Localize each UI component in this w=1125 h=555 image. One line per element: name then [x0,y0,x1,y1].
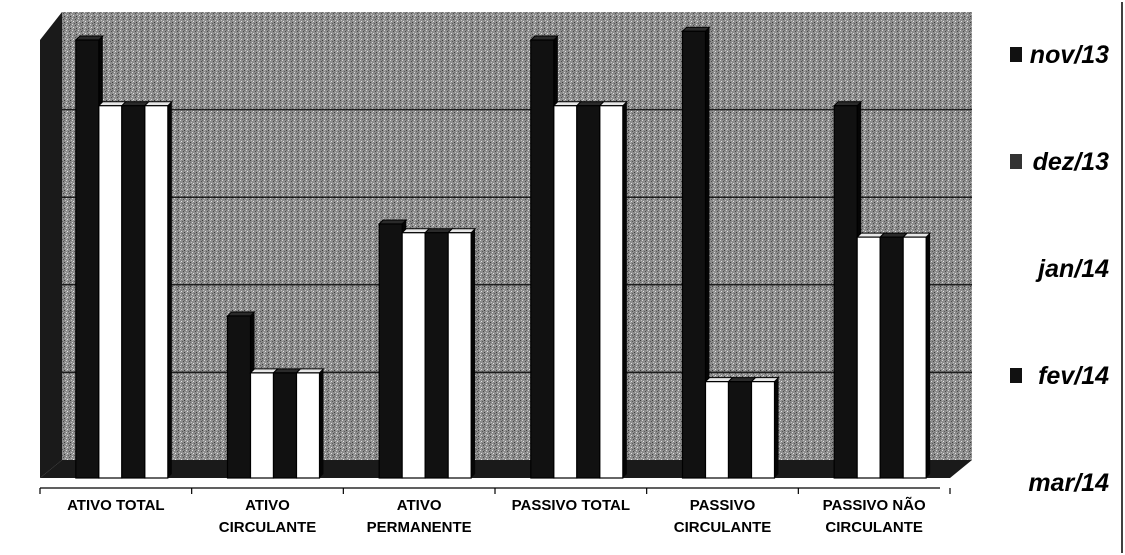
bar [879,236,904,479]
legend: nov/13 dez/13 jan/14 fev/14 mar/14 [1010,2,1123,553]
category-label: ATIVO CIRCULANTE [219,497,317,536]
bar [144,105,169,479]
legend-label: mar/14 [1028,469,1109,497]
bar [249,372,275,479]
category-label: ATIVO TOTAL [67,497,165,514]
category-label: ATIVO PERMANENTE [367,497,472,536]
bar-side [774,377,779,478]
bar [553,105,578,479]
category-label: PASSIVO CIRCULANTE [674,497,772,536]
bar [750,381,776,479]
legend-marker [1010,154,1022,169]
bar [378,223,403,479]
legend-label: dez/13 [1033,148,1110,176]
bar-side [622,101,627,478]
bar [75,39,100,479]
bar-top [226,311,256,317]
plot-background [40,12,972,478]
bar-side [926,233,931,478]
bar-side [167,101,172,478]
bar [530,39,555,479]
bar [447,232,472,479]
gridlines [62,108,972,374]
bar [272,372,298,479]
bar-side [319,368,324,478]
bar-side [471,228,476,478]
bar [833,105,858,479]
bar [295,372,321,479]
bar [856,236,881,479]
bar-top [295,368,325,374]
bar [576,105,601,479]
side-wall [40,12,62,478]
bar [226,315,252,479]
bar [599,105,624,479]
bars [74,26,932,479]
x-axis: ATIVO TOTAL ATIVO CIRCULANTE ATIVO PERMANENT… [39,487,951,536]
legend-label: nov/13 [1030,41,1109,69]
legend-marker [1010,47,1022,62]
category-label: PASSIVO TOTAL [512,497,630,514]
bar [727,381,753,479]
legend-label: fev/14 [1038,362,1109,390]
bar [681,30,707,479]
floor [40,460,972,478]
bar-side [705,27,710,479]
bar [902,236,927,479]
legend-marker [1010,368,1022,383]
bar [401,232,426,479]
bar [121,105,146,479]
legend-label: jan/14 [1035,255,1109,283]
bar [424,232,449,479]
bar [98,105,123,479]
back-wall [62,12,972,460]
bar [704,381,730,479]
category-label: PASSIVO NÃO CIRCULANTE [823,496,926,536]
bar-top [377,219,408,225]
